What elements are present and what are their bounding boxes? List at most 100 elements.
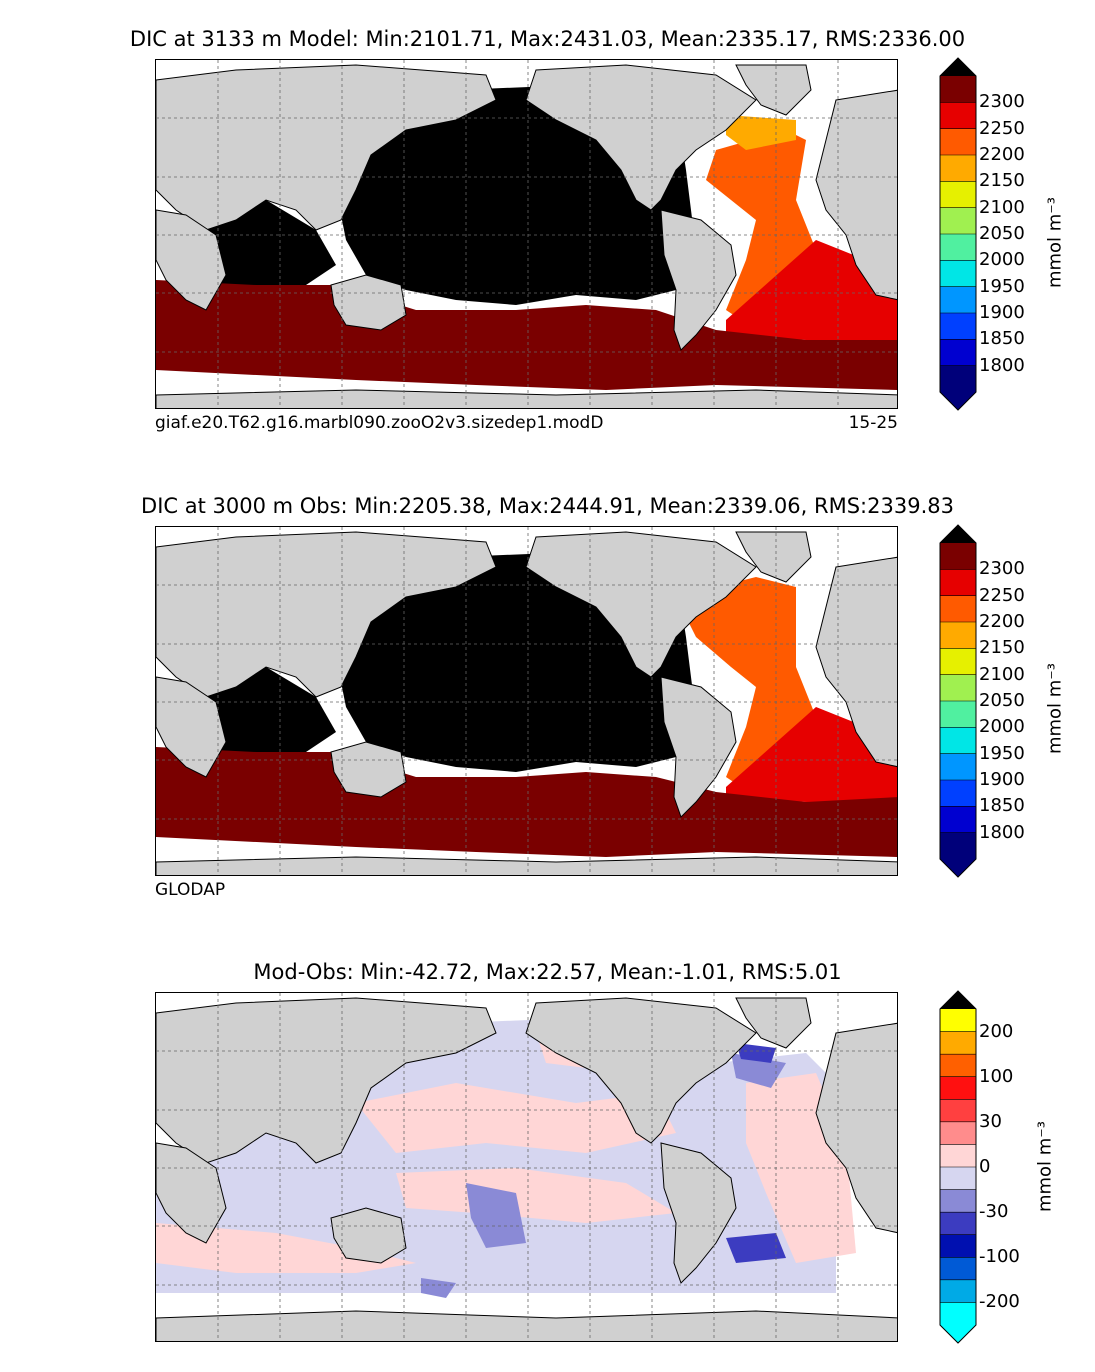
colorbar-swatch	[940, 674, 976, 702]
colorbar-swatch	[940, 595, 976, 623]
greenland-land	[735, 997, 812, 1049]
diff-strong-negative-patch	[421, 1278, 456, 1298]
colorbar-swatch	[940, 622, 976, 649]
colorbar-swatch	[940, 207, 976, 235]
panel3-colorbar-unit: mmol m⁻³	[1034, 1120, 1056, 1213]
colorbar-swatch	[940, 313, 976, 340]
antarctica-land	[156, 389, 897, 408]
colorbar-swatch	[940, 339, 976, 367]
antarctica-land	[156, 856, 897, 875]
colorbar-swatch	[940, 1121, 976, 1145]
colorbar-tick-label: 2250	[979, 584, 1025, 606]
colorbar-over-arrow	[940, 991, 976, 1009]
colorbar-tick-label: 0	[979, 1156, 991, 1177]
colorbar-swatch	[940, 365, 976, 393]
colorbar-tick-label: 2250	[979, 117, 1025, 139]
north-america-land	[525, 64, 757, 211]
colorbar-swatch	[940, 1031, 976, 1055]
panel2-colorbar-unit: mmol m⁻³	[1044, 662, 1066, 755]
africa-land	[156, 676, 227, 778]
atlantic-south	[726, 240, 897, 345]
panel1-caption-years: 15-25	[848, 413, 898, 433]
south-america-land	[660, 1142, 737, 1284]
colorbar-swatch	[940, 1076, 976, 1100]
colorbar-swatch	[940, 155, 976, 182]
colorbar-outline	[939, 57, 977, 411]
panel3-title: Mod-Obs: Min:-42.72, Max:22.57, Mean:-1.…	[253, 960, 842, 984]
colorbar-tick-label: 100	[979, 1065, 1014, 1087]
diff-very-negative-patch	[726, 1233, 786, 1263]
colorbar-swatch	[940, 1167, 976, 1191]
colorbar-swatch	[940, 1212, 976, 1236]
south-america-land	[660, 209, 737, 351]
colorbar-tick-label: 2000	[979, 249, 1025, 271]
colorbar-tick-label: -200	[979, 1291, 1020, 1313]
colorbar-tick-label: 1950	[979, 742, 1025, 764]
colorbar-swatch	[940, 1054, 976, 1078]
colorbar-tick-label: 1850	[979, 328, 1025, 350]
diff-very-negative-patch	[736, 1043, 776, 1063]
panel3-colorbar	[939, 990, 977, 1344]
colorbar-swatch	[940, 1009, 976, 1033]
colorbar-swatch	[940, 234, 976, 261]
colorbar-tick-label: 2100	[979, 196, 1025, 218]
colorbar-swatch	[940, 260, 976, 288]
colorbar-tick-label: 1900	[979, 302, 1025, 323]
colorbar-tick-label: 2150	[979, 170, 1025, 192]
south-america-land	[660, 676, 737, 818]
greenland-land	[735, 531, 812, 583]
diff-strong-negative-patch	[466, 1183, 526, 1248]
colorbar-swatch	[940, 1189, 976, 1213]
colorbar-swatch	[940, 701, 976, 728]
diff-positive-patch	[356, 1083, 676, 1153]
colorbar-tick-label: 2200	[979, 144, 1025, 165]
panel1-title: DIC at 3133 m Model: Min:2101.71, Max:24…	[129, 27, 966, 51]
colorbar-tick-label: 2150	[979, 637, 1025, 659]
colorbar-tick-label: 2300	[979, 91, 1025, 113]
colorbar-swatch	[940, 1302, 976, 1326]
diff-strong-negative-patch	[731, 1053, 786, 1088]
colorbar-outline	[939, 990, 977, 1344]
colorbar-swatch	[940, 780, 976, 807]
colorbar-tick-label: 2050	[979, 223, 1025, 244]
colorbar-swatch	[940, 102, 976, 130]
colorbar-swatch	[940, 1099, 976, 1123]
australia-land	[330, 274, 407, 331]
colorbar-under-arrow	[940, 392, 976, 410]
colorbar-tick-label: 1850	[979, 795, 1025, 817]
colorbar-tick-label: 2100	[979, 663, 1025, 685]
panel1-map	[155, 59, 898, 409]
colorbar-tick-label: 2000	[979, 716, 1025, 738]
colorbar-swatch	[940, 1279, 976, 1303]
colorbar-tick-label: 1800	[979, 354, 1025, 376]
colorbar-tick-label: 1950	[979, 275, 1025, 297]
colorbar-swatch	[940, 1144, 976, 1168]
colorbar-tick-label: 2200	[979, 611, 1025, 632]
colorbar-swatch	[940, 1234, 976, 1258]
colorbar-over-arrow	[940, 525, 976, 543]
colorbar-tick-label: 2300	[979, 558, 1025, 580]
colorbar-under-arrow	[940, 1325, 976, 1343]
europe-africa-east-land	[815, 89, 897, 301]
africa-land	[156, 1142, 227, 1244]
panel1-caption-case: giaf.e20.T62.g16.marbl090.zooO2v3.sizede…	[155, 413, 604, 433]
colorbar-tick-label: 1800	[979, 821, 1025, 843]
panel3-map	[155, 992, 898, 1342]
colorbar-swatch	[940, 832, 976, 860]
colorbar-under-arrow	[940, 859, 976, 877]
colorbar-tick-label: 30	[979, 1110, 1002, 1132]
panel2-map	[155, 526, 898, 876]
colorbar-swatch	[940, 543, 976, 570]
north-america-land	[525, 997, 757, 1144]
colorbar-tick-label: 2050	[979, 690, 1025, 711]
colorbar-swatch	[940, 128, 976, 156]
north-america-land	[525, 531, 757, 678]
colorbar-swatch	[940, 648, 976, 676]
indian-basin	[196, 667, 336, 757]
colorbar-tick-label: 200	[979, 1020, 1014, 1042]
colorbar-swatch	[940, 806, 976, 834]
australia-land	[330, 1207, 407, 1264]
colorbar-swatch	[940, 76, 976, 103]
antarctica-land	[156, 1310, 897, 1341]
colorbar-swatch	[940, 753, 976, 781]
